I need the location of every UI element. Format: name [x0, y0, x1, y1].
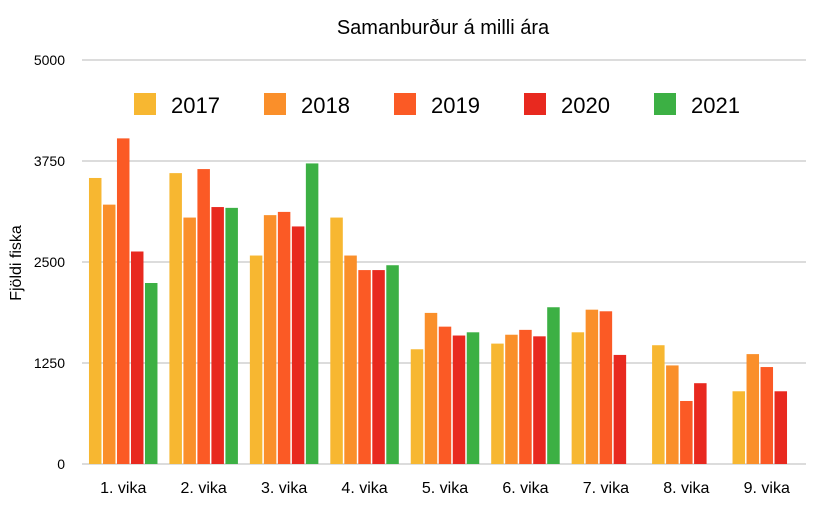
bar — [372, 270, 385, 464]
legend-swatch — [134, 93, 156, 115]
y-axis-ticks: 0 1250 2500 3750 5000 — [34, 52, 65, 472]
y-axis-label: Fjöldi fiska — [8, 225, 25, 301]
bar — [88, 177, 102, 464]
bar — [694, 383, 707, 464]
legend: 2017 2018 2019 2020 2021 — [134, 93, 740, 118]
bar — [571, 332, 585, 464]
bar — [225, 207, 238, 464]
bar — [144, 283, 158, 464]
y-tick-label: 1250 — [34, 355, 65, 371]
bar — [652, 345, 665, 464]
legend-swatch — [524, 93, 546, 115]
bar — [666, 365, 679, 464]
legend-label: 2021 — [691, 93, 740, 118]
bar — [410, 349, 424, 464]
chart-title: Samanburður á milli ára — [337, 17, 550, 39]
x-axis-labels: 1. vika 2. vika 3. vika 4. vika 5. vika 6. vi… — [100, 480, 790, 497]
legend-label: 2017 — [171, 93, 220, 118]
bar — [130, 251, 144, 464]
x-tick-label: 7. vika — [583, 480, 629, 497]
legend-swatch — [264, 93, 286, 115]
bar — [547, 307, 560, 464]
bar — [452, 335, 466, 464]
x-tick-label: 5. vika — [422, 480, 468, 497]
x-tick-label: 6. vika — [502, 480, 548, 497]
bar — [680, 400, 693, 464]
y-tick-label: 2500 — [34, 254, 65, 270]
bar — [344, 255, 357, 464]
bar — [424, 312, 438, 464]
legend-swatch — [394, 93, 416, 115]
bar — [386, 265, 399, 464]
bar — [358, 270, 371, 464]
bar — [774, 391, 788, 464]
x-tick-label: 3. vika — [261, 480, 307, 497]
x-tick-label: 2. vika — [181, 480, 227, 497]
bar — [305, 163, 319, 464]
bar — [585, 309, 599, 464]
bar — [746, 354, 760, 464]
y-tick-label: 0 — [57, 456, 65, 472]
bar — [330, 217, 343, 464]
bar — [760, 367, 774, 464]
bar — [277, 211, 291, 464]
bar — [291, 226, 305, 464]
bar — [732, 391, 746, 464]
legend-label: 2020 — [561, 93, 610, 118]
bar — [183, 217, 196, 464]
x-tick-label: 1. vika — [100, 480, 146, 497]
bar — [491, 343, 504, 464]
y-tick-label: 3750 — [34, 153, 65, 169]
bar — [263, 215, 277, 464]
bar — [116, 138, 130, 464]
x-tick-label: 9. vika — [744, 480, 790, 497]
y-tick-label: 5000 — [34, 52, 65, 68]
bars — [88, 138, 788, 464]
bar — [613, 354, 627, 464]
bar — [197, 169, 210, 464]
legend-label: 2018 — [301, 93, 350, 118]
bar — [102, 204, 116, 464]
bar — [519, 329, 532, 464]
bar — [249, 255, 263, 464]
legend-label: 2019 — [431, 93, 480, 118]
bar — [466, 332, 480, 464]
bar — [533, 336, 546, 464]
x-tick-label: 4. vika — [341, 480, 387, 497]
bar — [505, 334, 518, 464]
bar — [438, 326, 452, 464]
legend-swatch — [654, 93, 676, 115]
bar — [599, 311, 613, 464]
x-tick-label: 8. vika — [663, 480, 709, 497]
bar — [211, 207, 224, 464]
bar — [169, 173, 182, 464]
